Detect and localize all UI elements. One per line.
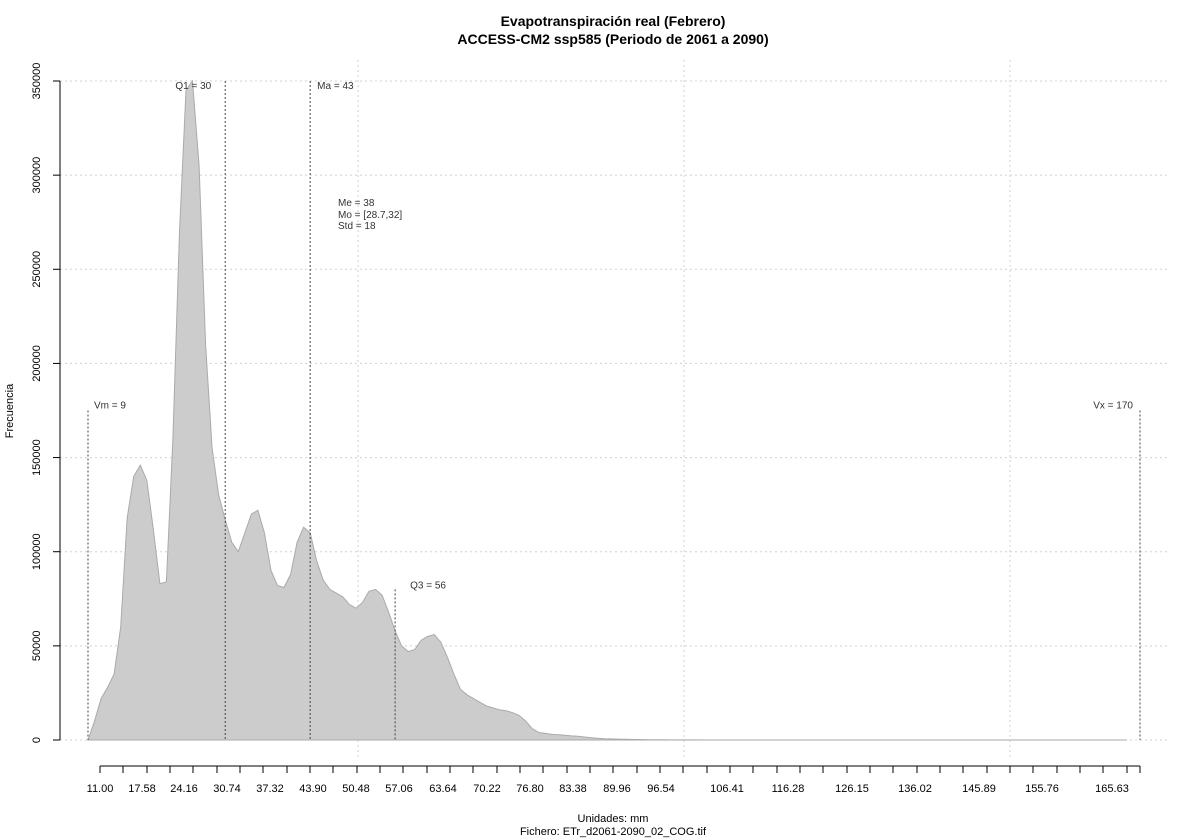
x-tick-label: 89.96 [603,783,631,795]
y-tick-label: 300000 [31,157,43,194]
stat-label-vx: Vx = 170 [1093,401,1133,412]
y-tick-label: 350000 [31,63,43,100]
x-tick-label: 165.63 [1095,783,1129,795]
x-tick-label: 96.54 [647,783,675,795]
x-tick-label: 57.06 [385,783,413,795]
statistic-lines: Vm = 9 Q1 = 30 Ma = 43 Q3 = 56 Vx = 170 [87,81,1141,740]
stat-median: Me = 38 [338,198,375,209]
x-tick-label: 155.76 [1025,783,1059,795]
y-tick-label: 0 [31,737,43,743]
y-tick-label: 100000 [31,533,43,570]
x-tick-label: 116.28 [772,783,805,795]
x-tick-label: 24.16 [170,783,198,795]
x-tick-label: 145.89 [962,783,996,795]
x-axis: 11.00 17.58 24.16 30.74 37.32 43.90 50.48 57.06… [87,765,1141,795]
x-tick-label: 30.74 [213,783,241,795]
x-tick-label: 126.15 [835,783,869,795]
density-area [87,79,1127,741]
y-tick-label: 250000 [31,251,43,288]
x-tick-label: 43.90 [299,783,327,795]
stat-label-vm: Vm = 9 [94,401,126,412]
y-tick-label: 150000 [31,439,43,476]
x-tick-label: 63.64 [429,783,457,795]
stat-mode: Mo = [28.7,32] [338,210,402,221]
x-tick-label: 136.02 [898,783,932,795]
x-tick-label: 17.58 [128,783,156,795]
y-axis: 0 50000 100000 150000 200000 250000 300000 3500… [31,63,61,743]
x-tick-label: 70.22 [473,783,501,795]
x-tick-label: 76.80 [516,783,544,795]
y-tick-label: 50000 [31,631,43,662]
x-tick-label: 50.48 [342,783,370,795]
footer-file: Fichero: ETr_d2061-2090_02_COG.tif [520,826,707,838]
chart-title: Evapotranspiración real (Febrero) [501,13,726,29]
stat-label-q3: Q3 = 56 [410,580,446,591]
x-tick-label: 37.32 [256,783,284,795]
x-tick-label: 106.41 [710,783,744,795]
y-axis-label: Frecuencia [4,383,16,438]
x-tick-label: 83.38 [559,783,587,795]
stat-std: Std = 18 [338,221,376,232]
x-tick-label: 11.00 [87,783,114,795]
stat-label-q1: Q1 = 30 [175,81,211,92]
stat-label-ma: Ma = 43 [317,81,354,92]
y-tick-label: 200000 [31,345,43,382]
x-axis-label: Unidades: mm [578,813,649,825]
chart-subtitle: ACCESS-CM2 ssp585 (Periodo de 2061 a 209… [457,31,768,47]
